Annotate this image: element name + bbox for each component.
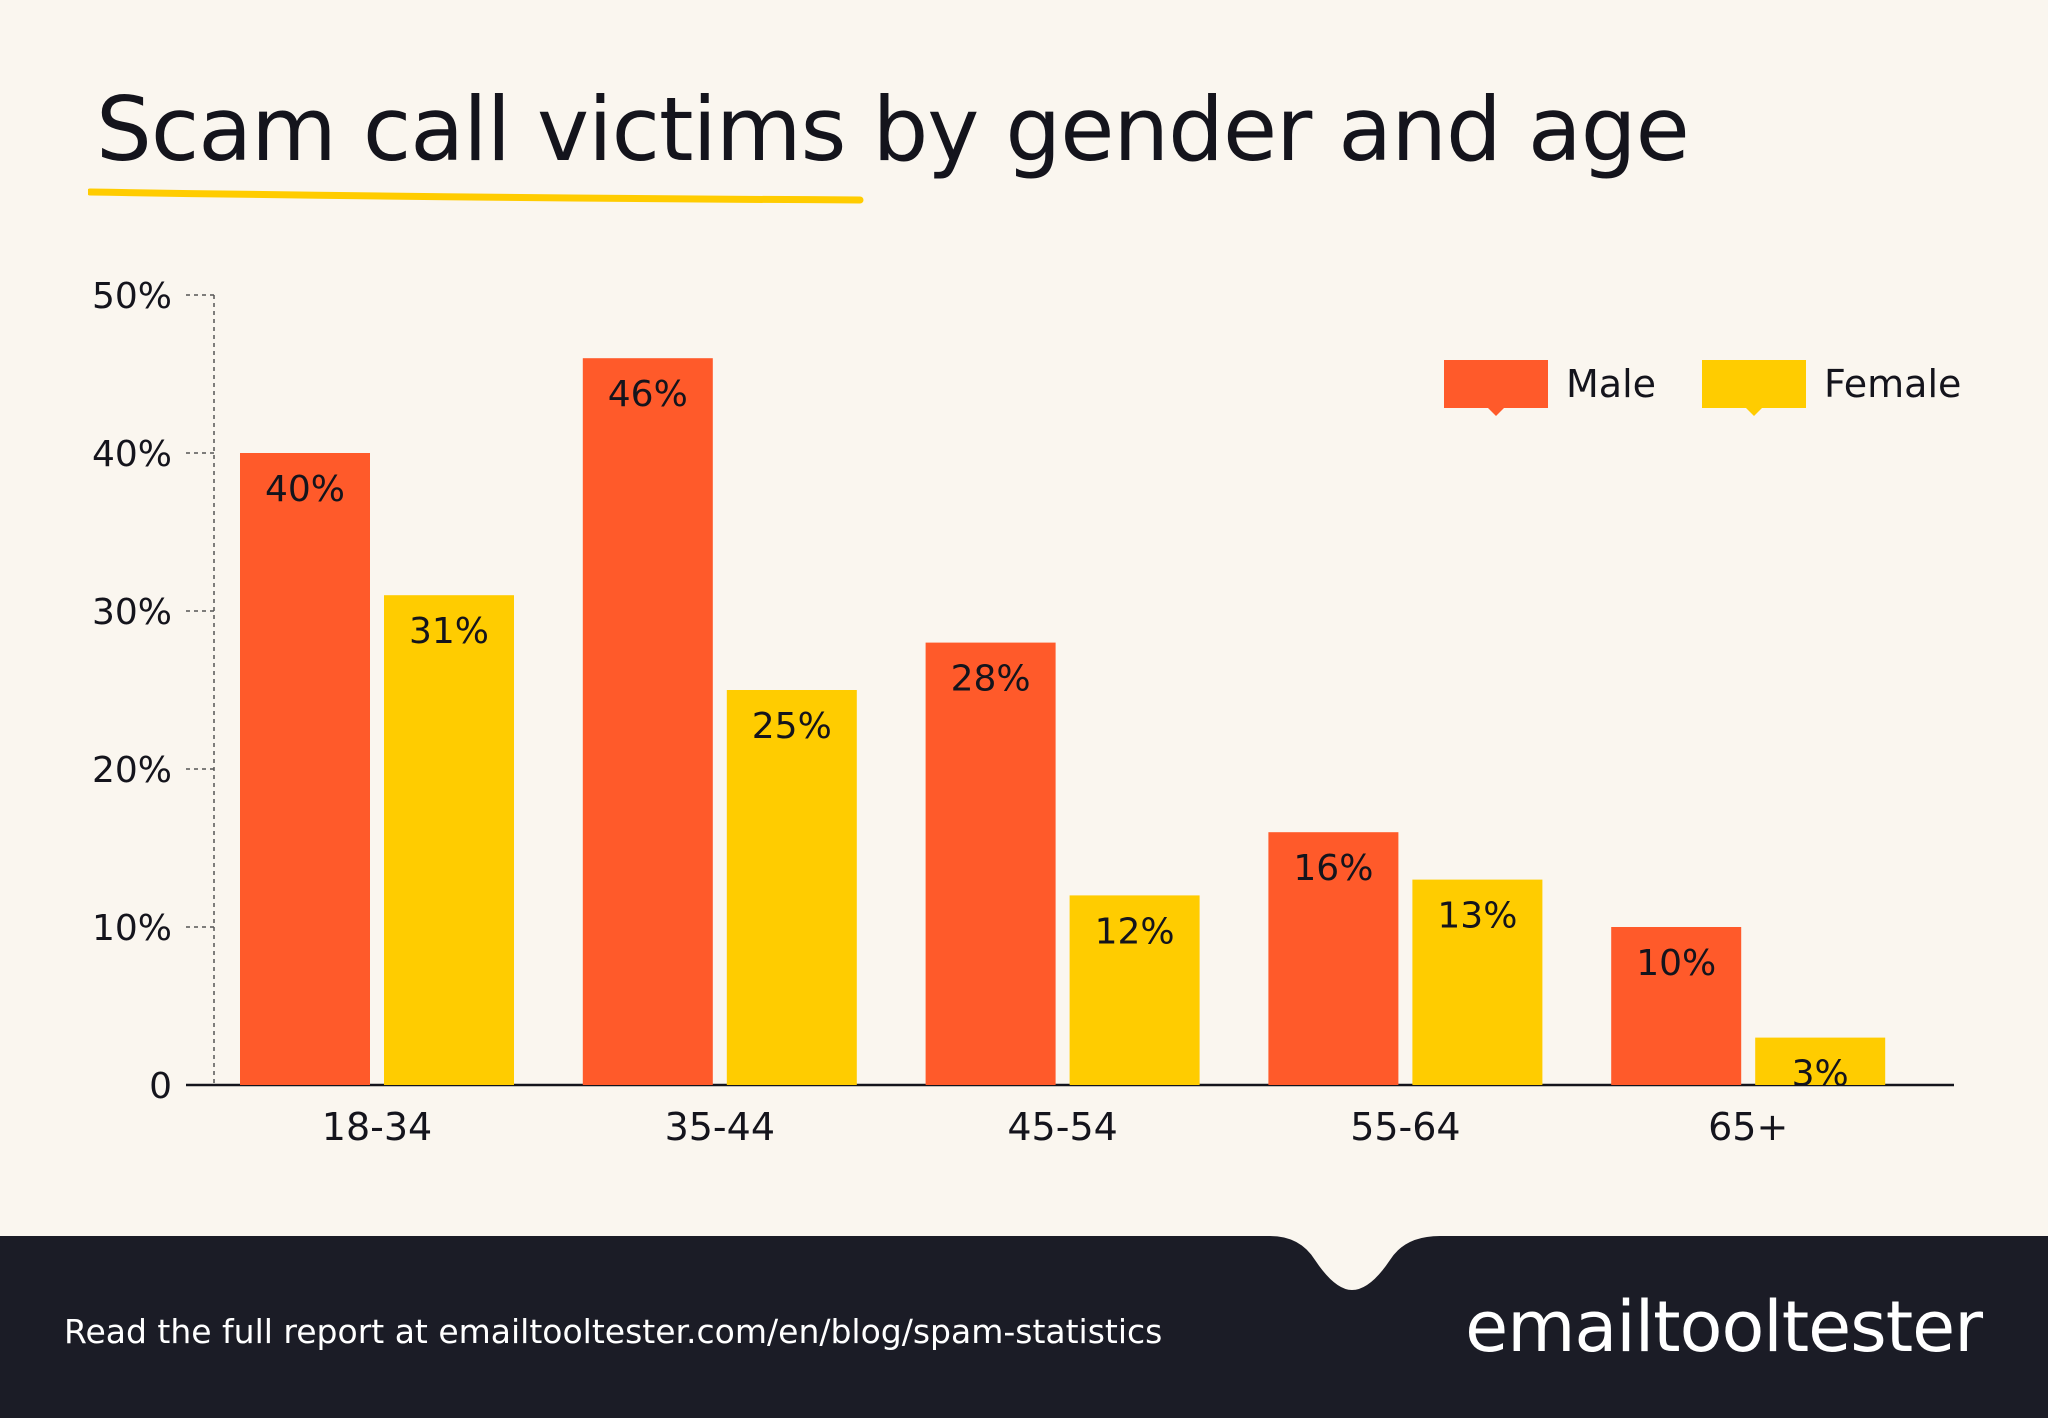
data-label: 12% (1095, 911, 1175, 952)
bar-male (240, 453, 370, 1085)
data-label: 40% (265, 469, 345, 510)
brand-logo: emailtooltester (1465, 1286, 1983, 1368)
bar-female (1069, 895, 1200, 1085)
data-label: 25% (752, 706, 832, 747)
footer-report-link[interactable]: Read the full report at emailtooltester.… (64, 1312, 1163, 1351)
bar-male (582, 358, 713, 1085)
x-tick-label: 35-44 (665, 1105, 775, 1149)
data-label: 31% (409, 611, 489, 652)
bar-female (1412, 879, 1543, 1085)
legend-label-male: Male (1566, 362, 1656, 406)
data-label: 16% (1293, 848, 1373, 889)
chart-title: Scam call victims by gender and age (96, 78, 1690, 181)
bar-male (925, 642, 1056, 1085)
data-label: 10% (1636, 943, 1716, 984)
data-label: 46% (608, 374, 688, 415)
data-label: 13% (1437, 896, 1517, 937)
x-tick-label: 65+ (1708, 1105, 1788, 1149)
legend-swatch-female (1702, 360, 1806, 408)
bar-female (1755, 1037, 1886, 1085)
x-tick-label: 45-54 (1007, 1105, 1117, 1149)
footer-bar (0, 1236, 2048, 1418)
y-tick-label: 40% (92, 434, 172, 475)
y-tick-label: 0 (149, 1066, 172, 1107)
bar-female (384, 595, 514, 1085)
bar-male (1268, 832, 1399, 1085)
x-tick-label: 55-64 (1350, 1105, 1460, 1149)
x-tick-label: 18-34 (322, 1105, 432, 1149)
title-underline (88, 188, 864, 204)
bars-layer: 40% 31% 18-34 46% 25% 35-44 28% 12% 45-54 16% 13% 5… (240, 358, 1886, 1149)
y-tick-label: 50% (92, 276, 172, 317)
y-tick-label: 30% (92, 592, 172, 633)
bar-chart: 0 10% 20% 30% 40% 50% 40% 31% 18-34 46% 25% 35-44 2… (92, 276, 1961, 1149)
legend: Male Female (1444, 360, 1961, 416)
data-label: 28% (951, 659, 1031, 700)
data-label: 3% (1792, 1054, 1849, 1095)
legend-swatch-male (1444, 360, 1548, 408)
legend-label-female: Female (1824, 362, 1961, 406)
legend-swatch-pointer (1746, 408, 1762, 416)
y-tick-label: 10% (92, 908, 172, 949)
bar-male (1611, 927, 1742, 1085)
y-tick-label: 20% (92, 750, 172, 791)
legend-swatch-pointer (1488, 408, 1504, 416)
bar-female (726, 690, 857, 1085)
